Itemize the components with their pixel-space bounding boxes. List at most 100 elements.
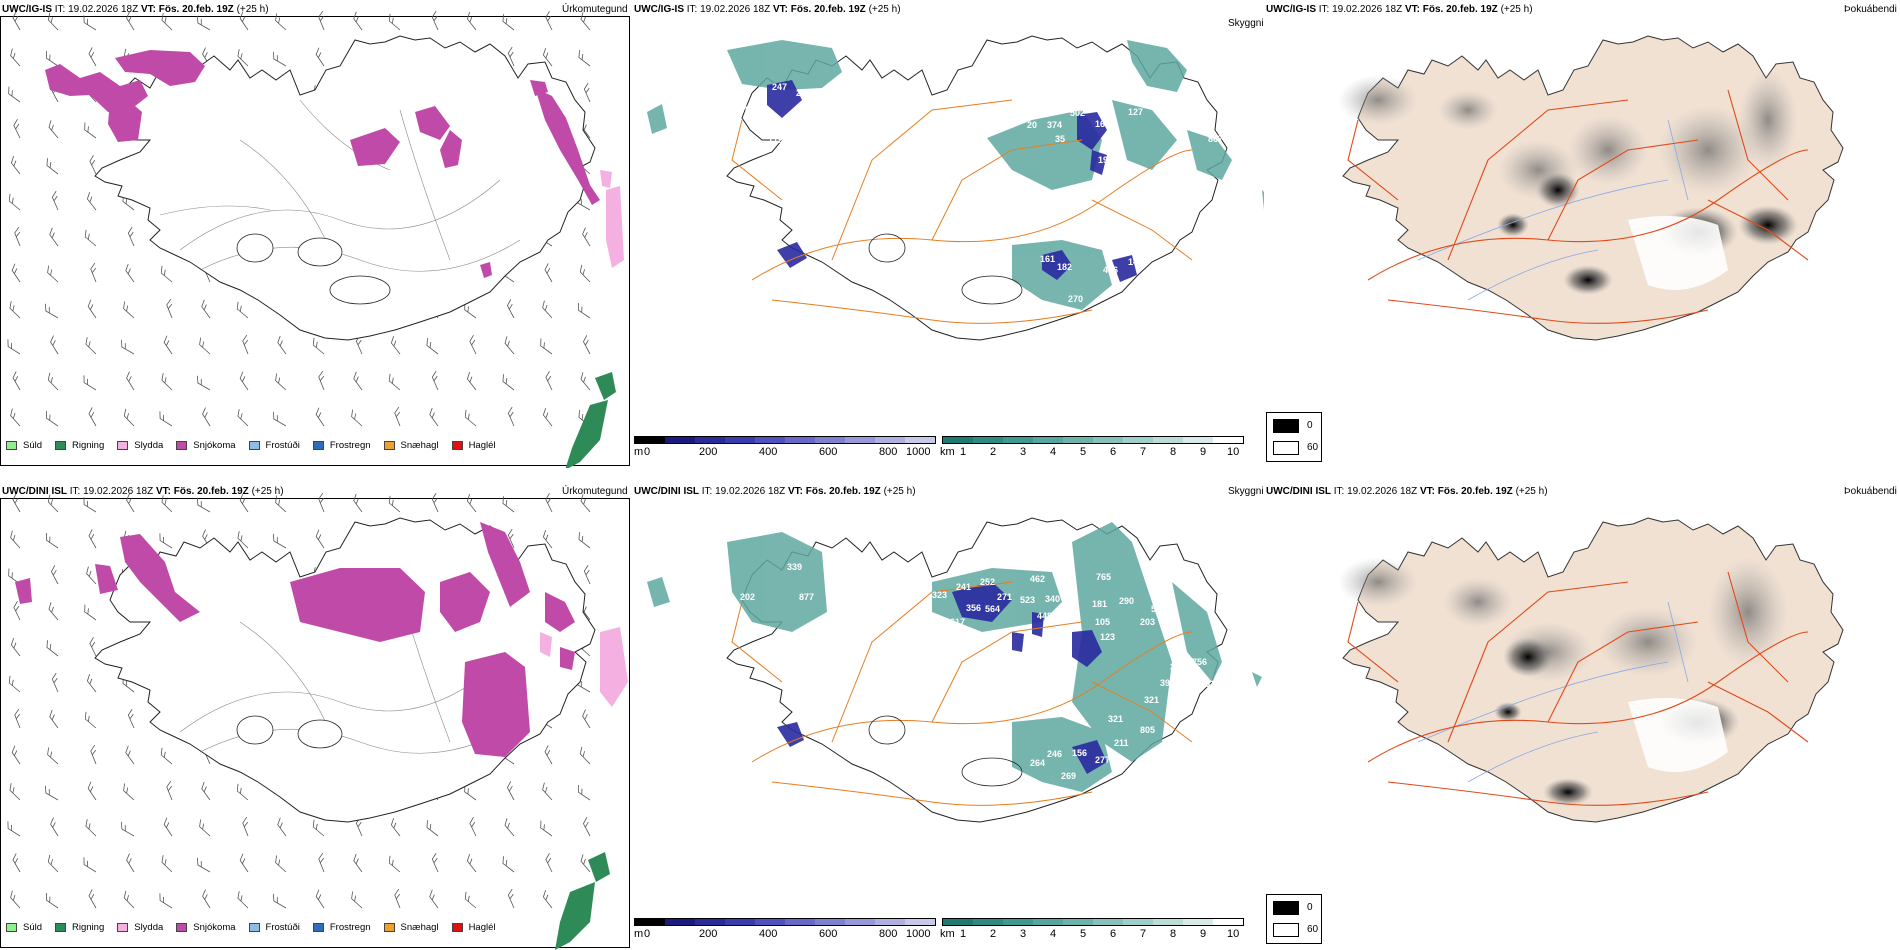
legend-label: Slydda [134,922,164,933]
wind-barb-icon [542,889,553,909]
wind-barb-icon [10,155,21,175]
cloud-height-label: 123 [1100,632,1115,642]
wind-barb-icon [46,158,59,175]
cloud-height-label: 462 [1030,574,1045,584]
header-bottom-precip: UWC/DINI ISL IT: 19.02.2026 18Z VT: Fös.… [2,486,284,497]
precip-frame [0,16,630,466]
wind-barb-icon [84,122,97,139]
precip-title: Úrkomutegund [562,486,628,497]
wind-barb-icon [159,411,173,427]
wind-barb-icon [426,338,439,355]
wind-barb-icon [275,495,287,513]
rain-areas [565,372,616,468]
wind-barb-icon [12,853,21,873]
wind-barb-icon [160,747,173,765]
wind-barb-icon [127,708,135,729]
wind-barb-icon [13,600,21,621]
cloud-height-label: 105 [1095,617,1110,627]
wind-barb-icon [388,373,401,391]
wind-barb-icon [318,852,325,873]
cloud-height-label: 765 [1096,572,1111,582]
wind-barb-icon [89,636,97,657]
wind-barb-icon [273,893,287,909]
precip-legend: Súld Rigning Slydda Snjókoma Frostúði Fr… [6,922,509,933]
wind-barb-icon [502,496,515,513]
cloud-height-label: 867 [1208,134,1223,144]
cloud-height-label: 270 [1068,294,1083,304]
cloud-height-label: 252 [980,577,995,587]
tick-label: 9 [1200,446,1207,458]
tick-label: 7 [1140,928,1147,940]
legend-item: Snjókoma [176,922,236,933]
height-colorbar: m 0 200 400 600 800 1000 [634,436,936,460]
roads [1347,89,1809,324]
wind-barb-icon [237,531,249,549]
fog-key-max-swatch [1273,419,1299,433]
wind-barb-icon [426,820,439,837]
swatch-icon [6,923,17,932]
wind-barb-icon [9,783,21,801]
cloud-height-label: 877 [799,592,814,602]
it-label: IT: [686,4,698,15]
wind-barb-icon [197,375,211,391]
cloud-height-label: 321 [1108,714,1123,724]
wind-barb-icon [166,780,173,801]
cloud-height-label: 142 [1128,257,1143,267]
visibility-map-bottom: 339 877 202 988 1675 323 241 252 462 271 356 564 523… [647,517,1262,823]
wind-barb-icon [10,408,21,427]
wind-barb-icon [14,226,21,247]
tick-label: 9 [1200,928,1207,940]
wind-barb-icon [48,120,59,139]
it-label: IT: [701,486,713,497]
tick-label: 600 [819,928,838,940]
wind-barb-icon [318,370,325,391]
wind-barb-icon [388,495,401,513]
wind-barb-icon [273,411,287,427]
legend-label: Súld [23,922,43,933]
wind-barb-icon [394,406,401,427]
wind-barb-icon [121,821,135,837]
wind-barb-icon [580,12,591,31]
wind-barb-icon [545,852,553,873]
wind-barb-icon [49,227,59,247]
cloud-height-label: 267 [754,120,769,130]
fog-key: 0 60 [1266,412,1322,462]
wind-barb-icon [577,784,591,801]
cloud-height-label: 269 [1061,771,1076,781]
visibility-map-top: 320 247 206 549 267 179 502 160 127 20 374 35 190 867… [647,35,1264,341]
wind-barb-icon [502,374,515,391]
wind-barb-icon [579,746,591,765]
vt-label: VT: [155,486,171,497]
fog-key-max: 0 [1307,902,1313,913]
fog-key-min: 60 [1307,442,1319,453]
legend-label: Frostúði [265,440,300,451]
tick-label: 10 [1227,928,1240,940]
it-value: 19.02.2026 18Z [1347,486,1418,497]
rivers [1417,601,1689,783]
wind-barb-icon [353,493,363,513]
wind-barb-icon [46,640,59,657]
fog-key-min-swatch [1273,441,1299,455]
wind-barb-icon [163,817,173,837]
visibility-panel-top: 320 247 206 549 267 179 502 160 127 20 374 35 190 867… [632,0,1264,468]
wind-barb-icon [86,191,97,211]
fog-key: 0 60 [1266,894,1322,944]
vt-value: Fös. 20.feb. 19Z [173,486,249,497]
fog-panel-top: UWC/IG-IS IT: 19.02.2026 18Z VT: Fös. 20… [1264,0,1900,468]
wind-barb-icon [199,819,211,837]
fog-map-bottom [1338,517,1844,823]
legend-item: Frostregn [312,922,371,933]
wind-barb-icon [507,46,515,67]
wind-barb-icon [47,854,59,873]
cloud-height-label: 181 [1092,599,1107,609]
wind-barb-icon [583,564,591,585]
precip-frame [0,498,630,948]
wind-barb-icon [126,371,135,391]
tick-label: 400 [759,928,778,940]
wind-barb-icon [466,11,477,31]
visibility-teal [647,522,1262,792]
wind-barb-icon [277,817,287,837]
tick-label: 3 [1020,446,1027,458]
cloud-height-label: 406 [1103,265,1118,275]
cloud-height-label: 756 [1192,657,1207,667]
